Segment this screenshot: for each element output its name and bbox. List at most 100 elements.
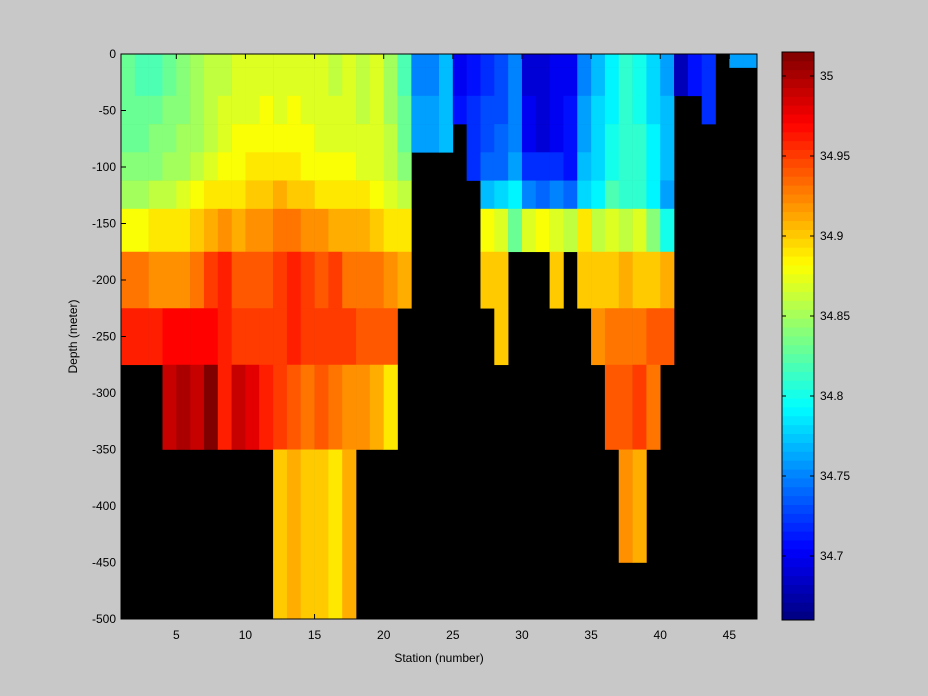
heatmap-cell — [259, 67, 274, 97]
heatmap-cell — [632, 449, 647, 563]
heatmap-cell — [591, 124, 606, 153]
heatmap-cell — [632, 95, 647, 125]
heatmap-cell — [383, 152, 398, 181]
heatmap-cell — [314, 95, 329, 125]
heatmap-cell — [286, 95, 302, 125]
heatmap-cell — [314, 208, 329, 253]
colorbar-segment — [782, 176, 814, 186]
heatmap-cell — [190, 152, 205, 181]
heatmap-cell — [618, 67, 633, 97]
x-tick-label: 35 — [584, 628, 598, 642]
y-axis-label: Depth (meter) — [66, 299, 80, 373]
heatmap-cell — [356, 124, 371, 153]
heatmap-cell — [632, 251, 647, 309]
heatmap-cell — [162, 54, 177, 68]
heatmap-cell — [231, 54, 246, 68]
colorbar-segment — [782, 78, 814, 88]
heatmap-cell — [397, 95, 412, 125]
heatmap-cell — [217, 364, 232, 450]
heatmap-cell — [549, 54, 564, 68]
heatmap-cell — [203, 95, 219, 125]
colorbar-ticks: 34.7 34.75 34.8 34.85 34.9 34.95 35 — [782, 69, 850, 563]
colorbar-segment — [782, 531, 814, 541]
y-tick-label: -450 — [92, 556, 116, 570]
heatmap-cell — [618, 364, 633, 450]
heatmap-cell — [646, 308, 661, 366]
heatmap-cell — [342, 180, 357, 210]
heatmap-cell — [632, 208, 647, 253]
heatmap-cell — [618, 180, 633, 210]
heatmap-cell — [674, 67, 689, 97]
heatmap-cell — [148, 54, 163, 68]
heatmap-cell — [148, 152, 163, 181]
colorbar-segment — [782, 389, 814, 399]
heatmap-cell — [508, 67, 523, 97]
heatmap-cell — [563, 152, 578, 181]
colorbar-segment — [782, 114, 814, 124]
heatmap-cell — [162, 308, 177, 366]
heatmap-cell — [535, 152, 550, 181]
heatmap-cell — [217, 251, 232, 309]
heatmap-cell — [300, 308, 315, 366]
heatmap-cell — [134, 180, 149, 210]
heatmap-cell — [466, 54, 481, 68]
colorbar-segment — [782, 123, 814, 133]
heatmap-cell — [300, 95, 315, 125]
colorbar-segment — [782, 167, 814, 177]
heatmap-cell — [273, 562, 288, 620]
heatmap-cells — [121, 54, 758, 620]
heatmap-cell — [577, 251, 592, 309]
heatmap-cell — [535, 208, 550, 253]
heatmap-cell — [356, 251, 371, 309]
heatmap-cell — [314, 180, 329, 210]
heatmap-cell — [632, 54, 647, 68]
heatmap-cell — [328, 54, 343, 68]
heatmap-cell — [300, 251, 315, 309]
heatmap-cell — [521, 180, 537, 210]
heatmap-cell — [411, 67, 426, 97]
heatmap-cell — [259, 124, 274, 153]
colorbar-segment — [782, 238, 814, 248]
heatmap-cell — [342, 54, 357, 68]
heatmap-cell — [356, 54, 371, 68]
heatmap-cell — [286, 449, 302, 563]
heatmap-cell — [687, 67, 702, 97]
x-axis-ticks: 5 10 15 20 25 30 35 40 45 — [173, 54, 736, 642]
heatmap-cell — [328, 562, 343, 620]
heatmap-cell — [356, 180, 371, 210]
heatmap-cell — [369, 67, 384, 97]
heatmap-cell — [245, 208, 260, 253]
heatmap-cell — [632, 308, 647, 366]
heatmap-cell — [342, 449, 357, 563]
heatmap-cell — [549, 95, 564, 125]
colorbar-tick-label: 34.9 — [820, 229, 844, 243]
heatmap-cell — [425, 54, 440, 68]
y-tick-label: -200 — [92, 273, 116, 287]
colorbar-segment — [782, 131, 814, 142]
colorbar-segment — [782, 460, 814, 470]
heatmap-cell — [203, 308, 219, 366]
heatmap-cell — [134, 95, 149, 125]
heatmap-cell — [273, 180, 288, 210]
colorbar-segment — [782, 478, 814, 488]
heatmap-cell — [176, 152, 191, 181]
heatmap-cell — [328, 152, 343, 181]
heatmap-cell — [369, 251, 384, 309]
heatmap-cell — [259, 308, 274, 366]
heatmap-cell — [383, 124, 398, 153]
heatmap-cell — [646, 67, 661, 97]
heatmap-cell — [383, 54, 398, 68]
heatmap-cell — [342, 251, 357, 309]
heatmap-cell — [632, 67, 647, 97]
heatmap-cell — [549, 124, 564, 153]
heatmap-cell — [425, 67, 440, 97]
heatmap-cell — [286, 251, 302, 309]
colorbar-segment — [782, 69, 814, 80]
heatmap-cell — [217, 54, 232, 68]
heatmap-cell — [162, 208, 177, 253]
colorbar-segment — [782, 451, 814, 461]
heatmap-cell — [397, 180, 412, 210]
colorbar-segment — [782, 185, 814, 195]
heatmap-cell — [618, 449, 633, 563]
heatmap-cell — [356, 67, 371, 97]
